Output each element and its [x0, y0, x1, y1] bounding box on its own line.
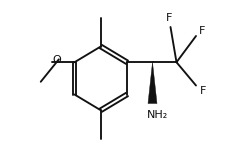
Text: F: F: [199, 27, 205, 36]
Text: NH₂: NH₂: [146, 110, 168, 120]
Text: F: F: [166, 13, 172, 23]
Text: O: O: [52, 55, 61, 65]
Text: F: F: [200, 86, 206, 96]
Polygon shape: [148, 62, 157, 104]
